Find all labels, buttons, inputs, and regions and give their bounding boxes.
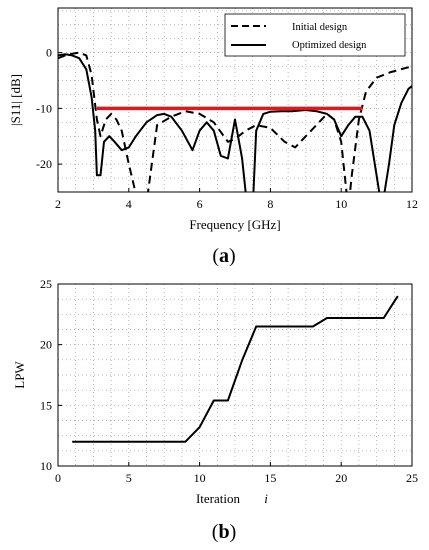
y-tick-label: 25	[40, 277, 52, 291]
x-axis-label-a: Frequency [GHz]	[189, 217, 280, 232]
panel-letter-b: b	[218, 521, 229, 543]
legend-a: Initial design Optimized design	[224, 13, 406, 57]
legend-box	[224, 13, 406, 57]
x-axis-symbol-b: i	[264, 491, 268, 506]
series-line-initial-design	[58, 51, 412, 192]
y-axis-label-b: LPW	[12, 361, 27, 389]
plot-frame-b	[57, 283, 413, 467]
panel-label-a: (a)	[212, 245, 235, 267]
x-tick-label: 20	[335, 471, 347, 485]
x-tick-label: 5	[126, 471, 132, 485]
series-a	[58, 51, 412, 192]
x-tick-label: 4	[126, 197, 132, 211]
ticks-a: 2 4 6 8 10 12 0 -10 -20	[36, 46, 418, 211]
y-tick-label: -10	[36, 101, 52, 115]
x-tick-label: 2	[55, 197, 61, 211]
x-tick-label: 10	[194, 471, 206, 485]
x-tick-label: 12	[406, 197, 418, 211]
y-tick-label: 10	[40, 459, 52, 473]
y-tick-label: 0	[46, 46, 52, 60]
y-tick-label: 15	[40, 398, 52, 412]
chart-a: 2 4 6 8 10 12 0 -10 -20 Initial design Optimized…	[8, 7, 418, 267]
legend-label-initial: Initial design	[292, 22, 348, 33]
plot-frame-a	[57, 7, 413, 193]
ticks-b: 0 5 10 15 20 25 10 15 20 25	[40, 277, 418, 485]
y-tick-label: 20	[40, 338, 52, 352]
y-axis-label-a: |S11| [dB]	[8, 74, 23, 126]
x-tick-label: 8	[267, 197, 273, 211]
x-tick-label: 10	[335, 197, 347, 211]
legend-label-optimized: Optimized design	[292, 40, 367, 51]
panel-label-b: (b)	[212, 521, 236, 543]
x-tick-label: 6	[197, 197, 203, 211]
y-tick-label: -20	[36, 157, 52, 171]
x-tick-label: 15	[264, 471, 276, 485]
series-line-0	[72, 295, 399, 443]
panel-letter-a: a	[219, 245, 229, 267]
chart-b: 0 5 10 15 20 25 10 15 20 25 LPW Iteration i (b)	[12, 277, 418, 543]
x-tick-label: 0	[55, 471, 61, 485]
series-line-optimized-design	[58, 53, 412, 192]
series-b	[72, 295, 399, 443]
x-tick-label: 25	[406, 471, 418, 485]
grid-b	[58, 284, 412, 466]
x-axis-label-b: Iteration	[196, 491, 241, 506]
